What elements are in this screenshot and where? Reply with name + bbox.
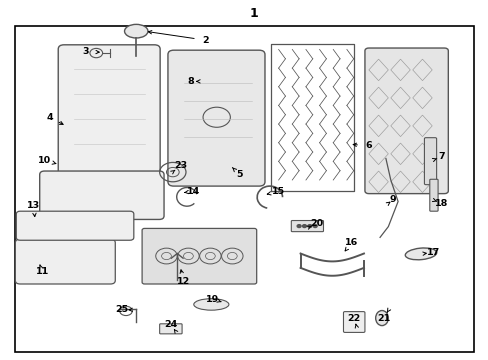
Circle shape	[313, 225, 317, 228]
Text: 23: 23	[174, 161, 187, 170]
Text: 3: 3	[82, 47, 89, 56]
Text: 24: 24	[163, 320, 177, 329]
FancyBboxPatch shape	[40, 171, 163, 220]
FancyBboxPatch shape	[15, 239, 115, 284]
FancyBboxPatch shape	[364, 48, 447, 194]
Text: 12: 12	[177, 276, 190, 285]
Text: 13: 13	[27, 201, 41, 210]
Text: 20: 20	[309, 219, 323, 228]
FancyBboxPatch shape	[167, 50, 264, 186]
Text: 7: 7	[438, 152, 445, 161]
Text: 22: 22	[347, 314, 360, 323]
Text: 16: 16	[345, 238, 358, 247]
Ellipse shape	[405, 248, 436, 260]
FancyBboxPatch shape	[142, 228, 256, 284]
FancyBboxPatch shape	[291, 221, 323, 231]
FancyBboxPatch shape	[429, 179, 437, 211]
Text: 17: 17	[426, 248, 439, 257]
Text: 4: 4	[46, 113, 53, 122]
Text: 8: 8	[187, 77, 194, 86]
Circle shape	[297, 225, 301, 228]
Text: 15: 15	[271, 187, 285, 196]
Text: 2: 2	[202, 36, 208, 45]
FancyBboxPatch shape	[424, 138, 436, 185]
Circle shape	[307, 225, 311, 228]
Text: 14: 14	[186, 187, 200, 196]
FancyBboxPatch shape	[16, 211, 134, 240]
Ellipse shape	[124, 24, 148, 38]
FancyBboxPatch shape	[343, 312, 364, 332]
Text: 6: 6	[365, 141, 371, 150]
Ellipse shape	[375, 311, 387, 325]
FancyBboxPatch shape	[58, 45, 160, 184]
Text: 9: 9	[389, 195, 396, 204]
Circle shape	[302, 225, 306, 228]
Text: 25: 25	[115, 305, 128, 314]
Text: 21: 21	[376, 314, 389, 323]
FancyBboxPatch shape	[15, 26, 473, 352]
Text: 5: 5	[236, 170, 243, 179]
FancyBboxPatch shape	[159, 324, 182, 334]
Text: 11: 11	[36, 267, 49, 276]
Ellipse shape	[193, 299, 228, 310]
Text: 19: 19	[206, 294, 219, 303]
Text: 1: 1	[249, 7, 258, 20]
Text: 10: 10	[38, 156, 51, 165]
Text: 18: 18	[434, 199, 448, 208]
